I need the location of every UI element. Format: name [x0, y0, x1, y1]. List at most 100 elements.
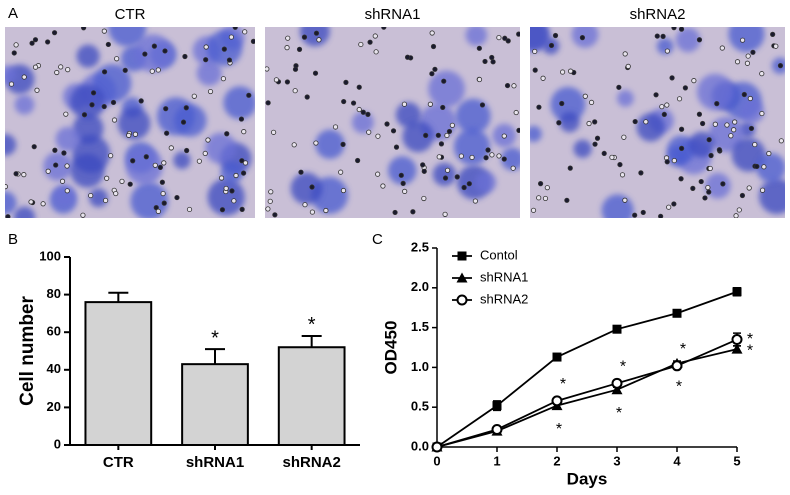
pore	[619, 172, 626, 178]
y-tick-label: 0.0	[411, 438, 429, 453]
pore	[731, 127, 737, 133]
cell	[559, 111, 580, 133]
bar	[84, 301, 153, 446]
pore	[309, 184, 315, 190]
pore	[138, 98, 144, 104]
cell	[72, 113, 104, 144]
significance: *	[560, 376, 566, 393]
pore	[80, 212, 86, 218]
pore	[343, 79, 349, 85]
pore	[340, 187, 347, 194]
y-tick-label: 100	[39, 248, 61, 263]
pore	[340, 141, 346, 147]
pore	[676, 96, 683, 102]
pore	[759, 187, 766, 193]
pore	[592, 119, 598, 125]
cell	[617, 90, 634, 107]
cell	[223, 86, 255, 120]
y-tick-label: 80	[47, 286, 61, 301]
y-tick-label: 0.5	[411, 399, 429, 414]
pore	[734, 59, 741, 65]
pore	[58, 64, 64, 70]
pore	[666, 204, 672, 210]
pore	[239, 158, 245, 164]
pore	[759, 110, 765, 117]
pore	[229, 188, 235, 194]
pore	[671, 27, 677, 31]
pore	[490, 59, 496, 65]
pore	[64, 188, 70, 194]
pore	[191, 93, 197, 99]
pore	[157, 164, 163, 170]
pore	[400, 180, 406, 186]
pore	[81, 112, 88, 118]
series-line	[436, 290, 738, 448]
pore	[161, 200, 167, 206]
pore	[719, 45, 725, 51]
pore	[155, 208, 161, 214]
pore	[773, 43, 779, 49]
significance: *	[308, 314, 316, 336]
pore	[88, 192, 94, 199]
pore	[421, 195, 427, 202]
pore	[373, 49, 379, 55]
pore	[421, 168, 427, 174]
legend-label: Contol	[480, 247, 518, 262]
marker	[612, 324, 622, 334]
pore	[228, 34, 234, 40]
series-line	[436, 348, 738, 448]
pore	[21, 172, 27, 178]
bar	[277, 346, 346, 446]
pore	[292, 88, 298, 94]
pore	[309, 209, 316, 215]
pore	[350, 100, 357, 106]
pore	[142, 51, 148, 57]
pore	[284, 79, 291, 85]
pore	[203, 57, 209, 63]
pore	[119, 178, 125, 184]
pore	[429, 71, 435, 77]
pore	[143, 154, 149, 160]
pore	[31, 144, 37, 150]
cell	[125, 147, 163, 185]
pore	[180, 119, 187, 125]
pore	[218, 175, 225, 181]
x-tick-label: 1	[493, 453, 500, 468]
pore	[45, 168, 51, 174]
pore	[586, 120, 592, 127]
panel-label: B	[8, 231, 18, 248]
cell	[14, 94, 35, 115]
cell	[573, 139, 592, 158]
pore	[616, 84, 622, 90]
marker	[431, 441, 443, 453]
pore	[747, 95, 753, 102]
pore	[5, 184, 8, 190]
pore	[285, 35, 291, 41]
pore	[705, 184, 711, 191]
bar	[181, 363, 249, 446]
cell	[108, 27, 147, 47]
pore	[45, 39, 51, 45]
cell	[395, 102, 422, 128]
pore	[720, 181, 726, 187]
pore	[265, 66, 270, 72]
pore	[34, 87, 40, 93]
pore	[446, 128, 453, 135]
pore	[365, 111, 371, 117]
pore	[316, 37, 322, 43]
pore	[761, 164, 767, 170]
pore	[367, 39, 373, 45]
pore	[332, 124, 339, 130]
pore	[532, 67, 538, 73]
pore	[8, 81, 15, 87]
pore	[748, 125, 755, 132]
pore	[669, 75, 675, 81]
x-tick-label: shRNA1	[186, 454, 244, 471]
marker	[611, 377, 623, 389]
pore	[728, 133, 734, 139]
marker	[672, 308, 682, 318]
cell	[739, 99, 765, 124]
legend-marker	[457, 251, 467, 261]
pore	[712, 121, 718, 127]
pore	[151, 43, 157, 49]
